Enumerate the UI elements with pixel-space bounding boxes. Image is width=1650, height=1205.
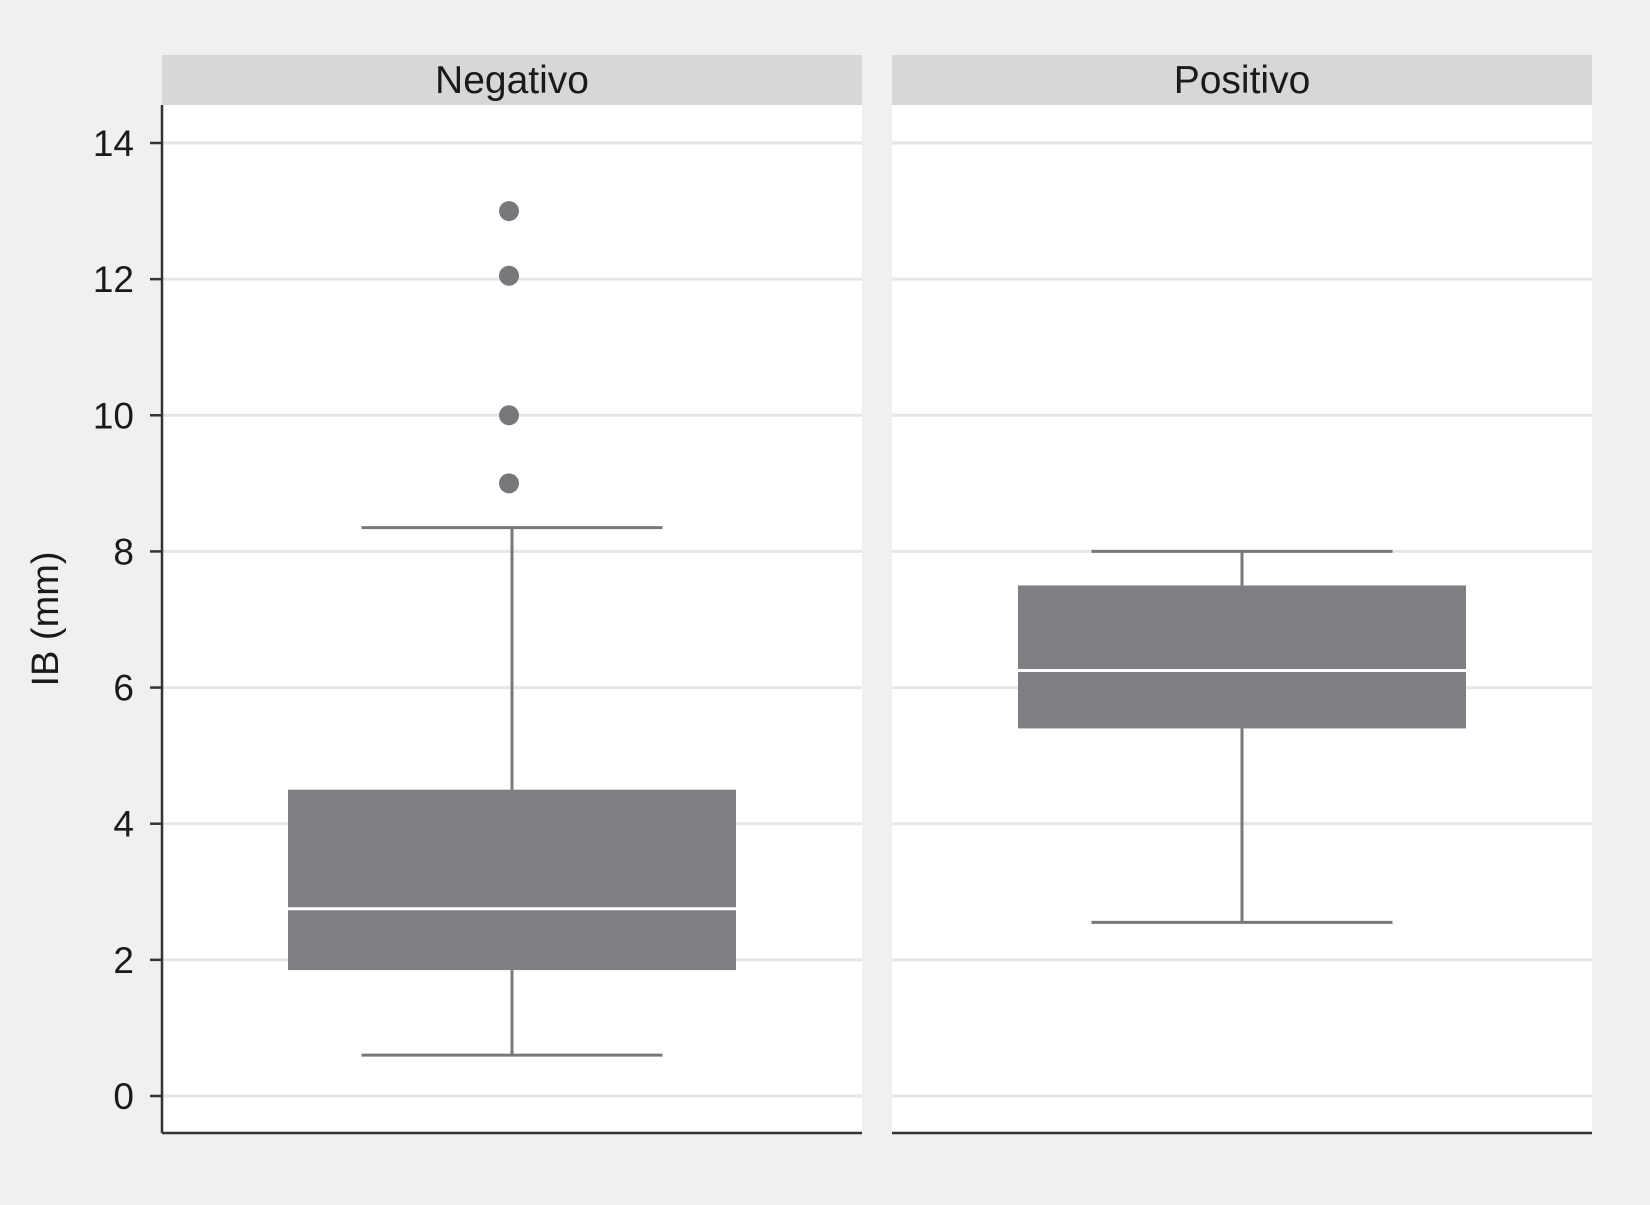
panel-negativo-outlier bbox=[499, 405, 519, 426]
panel-negativo-box bbox=[288, 789, 736, 971]
y-tick-label: 14 bbox=[93, 123, 134, 164]
panel-negativo-outlier bbox=[499, 473, 519, 494]
panel-positivo-strip bbox=[892, 55, 1592, 105]
y-tick-label: 2 bbox=[113, 940, 134, 981]
panel-positivo-box bbox=[1018, 585, 1466, 729]
y-axis-title: IB (mm) bbox=[25, 551, 67, 686]
panel-negativo-strip-label: Negativo bbox=[435, 59, 589, 102]
panel-negativo-outlier bbox=[499, 201, 519, 222]
y-tick-label: 10 bbox=[93, 395, 134, 436]
panel-negativo-strip bbox=[162, 55, 862, 105]
y-tick-label: 4 bbox=[113, 804, 134, 845]
y-tick-label: 12 bbox=[93, 259, 134, 300]
y-tick-label: 6 bbox=[113, 668, 134, 709]
y-tick-label: 0 bbox=[113, 1076, 134, 1117]
panel-positivo-strip-label: Positivo bbox=[1174, 59, 1311, 102]
y-tick-label: 8 bbox=[113, 531, 134, 572]
panel-negativo-outlier bbox=[499, 265, 519, 286]
